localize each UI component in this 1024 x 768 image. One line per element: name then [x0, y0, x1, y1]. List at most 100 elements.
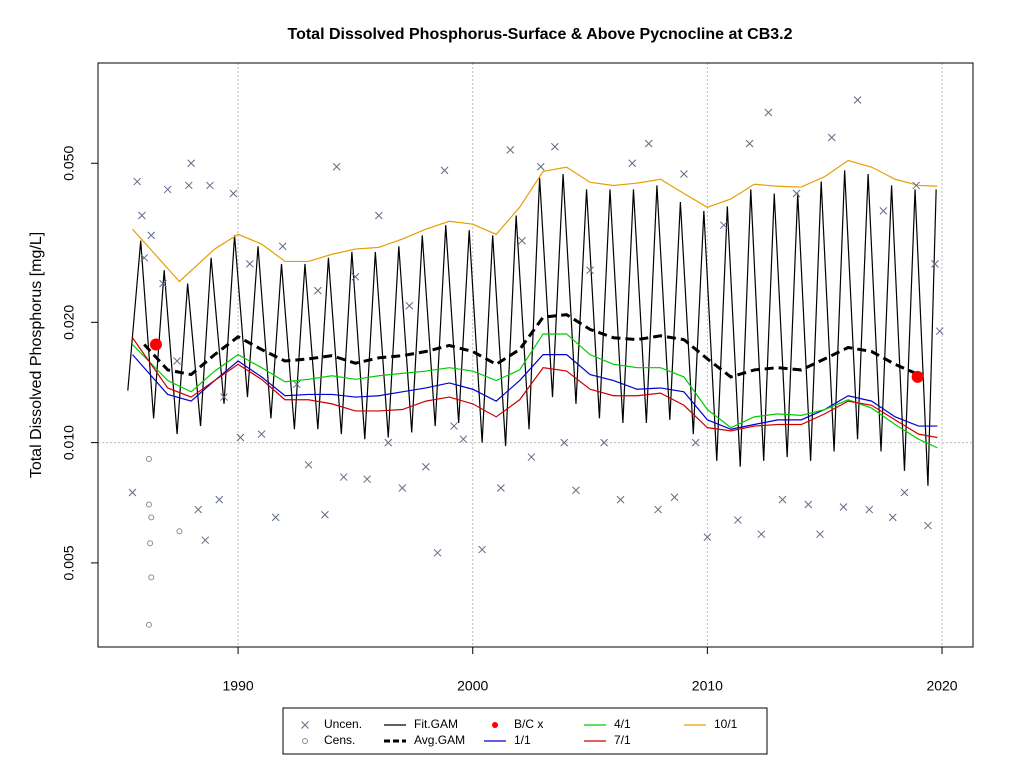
x-tick-label: 1990 [223, 678, 254, 694]
point [133, 177, 142, 186]
legend-symbol [492, 722, 498, 728]
x-tick-label: 2000 [457, 678, 488, 694]
point [792, 189, 801, 198]
x-tick-label: 2010 [692, 678, 723, 694]
series-line [143, 313, 920, 379]
point [145, 501, 152, 508]
point [278, 242, 287, 251]
legend-label: 10/1 [714, 717, 738, 731]
point [363, 475, 371, 484]
point [147, 540, 154, 547]
point [292, 380, 301, 389]
legend: Uncen. Cens. Fit.GAM Avg.GAM B/C x 1/1 4/1 7/1 1… [282, 707, 768, 755]
y-tick-label: 0.050 [61, 146, 77, 181]
y-tick-label: 0.020 [61, 305, 77, 340]
legend-symbol [301, 721, 309, 729]
point [351, 272, 360, 281]
point [628, 159, 637, 168]
point [888, 513, 897, 522]
plot-frame [97, 62, 974, 648]
point [839, 503, 848, 511]
legend-label: B/C x [514, 717, 543, 731]
point [691, 438, 700, 447]
point [440, 166, 449, 175]
point [149, 338, 162, 351]
point [148, 574, 155, 581]
legend-label: 7/1 [614, 733, 631, 747]
plot-area [127, 96, 944, 628]
point [148, 514, 155, 521]
series-line [131, 337, 938, 439]
point [572, 486, 580, 495]
point [586, 266, 594, 275]
point [536, 162, 545, 171]
axes: 1990 2000 2010 2020 0.005 0.010 0.020 0.050 [61, 146, 958, 694]
legend-box [282, 707, 768, 755]
series-line [132, 354, 938, 430]
point [128, 488, 137, 497]
point [478, 545, 486, 554]
legend-label: Uncen. [324, 717, 362, 731]
point [560, 438, 569, 447]
y-tick-label: 0.010 [61, 425, 77, 460]
point [159, 279, 167, 288]
legend-symbol [302, 738, 308, 744]
y-tick-label: 0.005 [61, 545, 77, 580]
point [935, 327, 944, 336]
point [757, 530, 766, 539]
point [145, 455, 152, 462]
point [853, 96, 862, 104]
point [304, 460, 313, 469]
point [147, 231, 156, 240]
point [236, 433, 245, 442]
point [518, 236, 526, 245]
point [680, 170, 688, 178]
point [138, 211, 146, 220]
point [194, 505, 203, 514]
point [827, 133, 836, 142]
point [201, 536, 210, 545]
point [398, 484, 407, 492]
point [314, 286, 322, 295]
point [271, 513, 280, 522]
point [187, 159, 196, 168]
point [229, 189, 238, 198]
point [405, 301, 414, 310]
legend-label: 1/1 [514, 733, 531, 747]
chart-title: Total Dissolved Phosphorus-Surface & Abo… [287, 26, 792, 43]
point [654, 505, 662, 514]
point [924, 521, 932, 530]
point [734, 516, 742, 524]
point [931, 260, 939, 268]
point [865, 505, 874, 514]
point [900, 488, 909, 497]
point [163, 185, 172, 194]
y-axis-label: Total Dissolved Phosphorus [mg/L] [28, 232, 45, 478]
point [816, 530, 824, 539]
point [600, 438, 608, 447]
point [173, 357, 181, 365]
point [375, 211, 383, 220]
point [321, 510, 329, 519]
point [176, 528, 183, 535]
point [184, 181, 193, 190]
point [384, 438, 393, 447]
point [719, 221, 728, 230]
point [644, 139, 653, 148]
point [911, 370, 924, 383]
legend-label: Cens. [324, 733, 355, 747]
point [778, 495, 787, 504]
point [703, 533, 712, 542]
point [497, 484, 505, 492]
point [220, 393, 228, 401]
point [745, 139, 754, 148]
point [332, 162, 341, 171]
point [257, 430, 266, 438]
point [145, 621, 152, 628]
series-line [132, 333, 938, 449]
point [339, 473, 348, 481]
point [670, 493, 679, 502]
